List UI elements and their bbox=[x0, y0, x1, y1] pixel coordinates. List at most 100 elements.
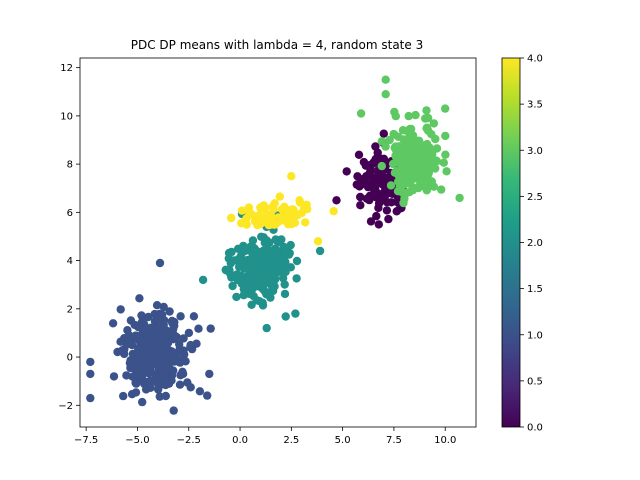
colorbar-tick-label: 2.0 bbox=[527, 238, 543, 249]
cluster-4-point bbox=[242, 220, 251, 229]
cluster-1-point bbox=[175, 380, 185, 389]
cluster-0-point bbox=[368, 173, 378, 183]
cluster-0-point bbox=[377, 170, 386, 179]
cluster-2-point bbox=[262, 236, 271, 245]
cluster-1-point bbox=[158, 380, 167, 389]
cluster-3-point bbox=[441, 104, 450, 113]
points-layer bbox=[86, 75, 464, 415]
chart-title: PDC DP means with lambda = 4, random sta… bbox=[131, 38, 423, 52]
cluster-1-point bbox=[179, 334, 188, 343]
cluster-4-point bbox=[251, 217, 260, 226]
cluster-2-point bbox=[271, 235, 280, 244]
cluster-2-point bbox=[280, 280, 289, 289]
y-tick-label: −2 bbox=[58, 401, 73, 412]
cluster-1-point bbox=[157, 353, 166, 362]
cluster-2-point bbox=[254, 267, 264, 276]
cluster-1-point bbox=[159, 327, 168, 337]
cluster-4-point bbox=[297, 208, 306, 218]
cluster-1-point bbox=[178, 367, 187, 376]
cluster-3-point bbox=[429, 119, 439, 128]
y-tick-label: 8 bbox=[67, 160, 73, 171]
cluster-0-point bbox=[332, 196, 341, 205]
cluster-2-point bbox=[232, 292, 241, 302]
cluster-1-point bbox=[135, 294, 144, 303]
cluster-4-point bbox=[275, 192, 284, 201]
cluster-2-point bbox=[262, 290, 271, 299]
cluster-1-point bbox=[109, 372, 119, 381]
cluster-3-point bbox=[437, 185, 446, 194]
cluster-1-point bbox=[160, 370, 169, 379]
cluster-1-point bbox=[119, 391, 128, 401]
cluster-3-point bbox=[424, 147, 433, 157]
cluster-1-point bbox=[86, 393, 95, 403]
cluster-1-point bbox=[144, 312, 153, 322]
cluster-1-point bbox=[189, 312, 199, 321]
x-tick-label: 10.0 bbox=[434, 435, 456, 446]
cluster-0-point bbox=[342, 167, 351, 176]
cluster-2-point bbox=[266, 266, 275, 275]
cluster-4-point bbox=[287, 172, 296, 181]
cluster-3-point bbox=[424, 126, 433, 135]
cluster-1-point bbox=[123, 326, 132, 335]
cluster-2-point bbox=[315, 246, 325, 256]
cluster-2-point bbox=[265, 250, 274, 259]
cluster-3-point bbox=[395, 186, 405, 196]
cluster-1-point bbox=[131, 388, 141, 397]
cluster-3-point bbox=[385, 135, 394, 145]
cluster-0-point bbox=[374, 203, 383, 213]
cluster-3-point bbox=[386, 181, 396, 190]
cluster-3-point bbox=[356, 109, 366, 118]
cluster-1-point bbox=[165, 307, 174, 316]
cluster-2-point bbox=[280, 289, 290, 299]
cluster-1-point bbox=[131, 378, 140, 387]
cluster-0-point bbox=[374, 220, 383, 229]
cluster-4-point bbox=[313, 237, 323, 246]
cluster-1-point bbox=[172, 332, 181, 342]
cluster-3-point bbox=[391, 112, 400, 121]
cluster-1-point bbox=[153, 315, 162, 325]
cluster-3-point bbox=[439, 158, 448, 167]
cluster-3-point bbox=[391, 150, 401, 160]
x-tick-label: −7.5 bbox=[74, 435, 98, 446]
cluster-0-point bbox=[379, 129, 388, 138]
cluster-1-point bbox=[142, 356, 151, 365]
cluster-1-point bbox=[122, 371, 131, 380]
cluster-3-point bbox=[421, 114, 430, 123]
cluster-2-point bbox=[286, 263, 295, 272]
cluster-3-point bbox=[431, 134, 440, 144]
cluster-2-point bbox=[238, 272, 247, 282]
y-tick-label: 4 bbox=[67, 256, 73, 267]
cluster-0-point bbox=[377, 177, 386, 186]
cluster-1-point bbox=[116, 305, 125, 314]
colorbar-tick-label: 3.0 bbox=[527, 146, 543, 157]
cluster-1-point bbox=[108, 319, 118, 328]
cluster-0-point bbox=[362, 194, 372, 203]
cluster-3-point bbox=[377, 137, 386, 146]
cluster-1-point bbox=[147, 347, 156, 356]
cluster-1-point bbox=[126, 316, 136, 325]
cluster-2-point bbox=[262, 323, 271, 333]
cluster-3-point bbox=[404, 111, 413, 121]
cluster-0-point bbox=[366, 217, 376, 226]
cluster-3-point bbox=[411, 110, 420, 120]
cluster-1-point bbox=[203, 391, 212, 400]
cluster-3-point bbox=[432, 156, 441, 165]
colorbar-tick-label: 3.5 bbox=[527, 100, 543, 111]
cluster-1-point bbox=[169, 406, 178, 415]
cluster-4-point bbox=[268, 202, 277, 212]
cluster-1-point bbox=[155, 258, 165, 268]
cluster-0-point bbox=[384, 214, 393, 224]
colorbar-gradient bbox=[502, 58, 520, 427]
cluster-1-point bbox=[161, 391, 170, 401]
cluster-3-point bbox=[441, 150, 450, 159]
cluster-4-point bbox=[287, 219, 296, 229]
cluster-0-point bbox=[354, 150, 364, 159]
cluster-2-point bbox=[234, 255, 243, 264]
cluster-2-point bbox=[286, 240, 295, 250]
cluster-2-point bbox=[198, 275, 208, 285]
cluster-3-point bbox=[417, 163, 426, 172]
cluster-3-point bbox=[414, 136, 424, 145]
cluster-2-point bbox=[281, 312, 290, 321]
cluster-3-point bbox=[398, 158, 408, 167]
y-tick-label: 12 bbox=[60, 63, 73, 74]
